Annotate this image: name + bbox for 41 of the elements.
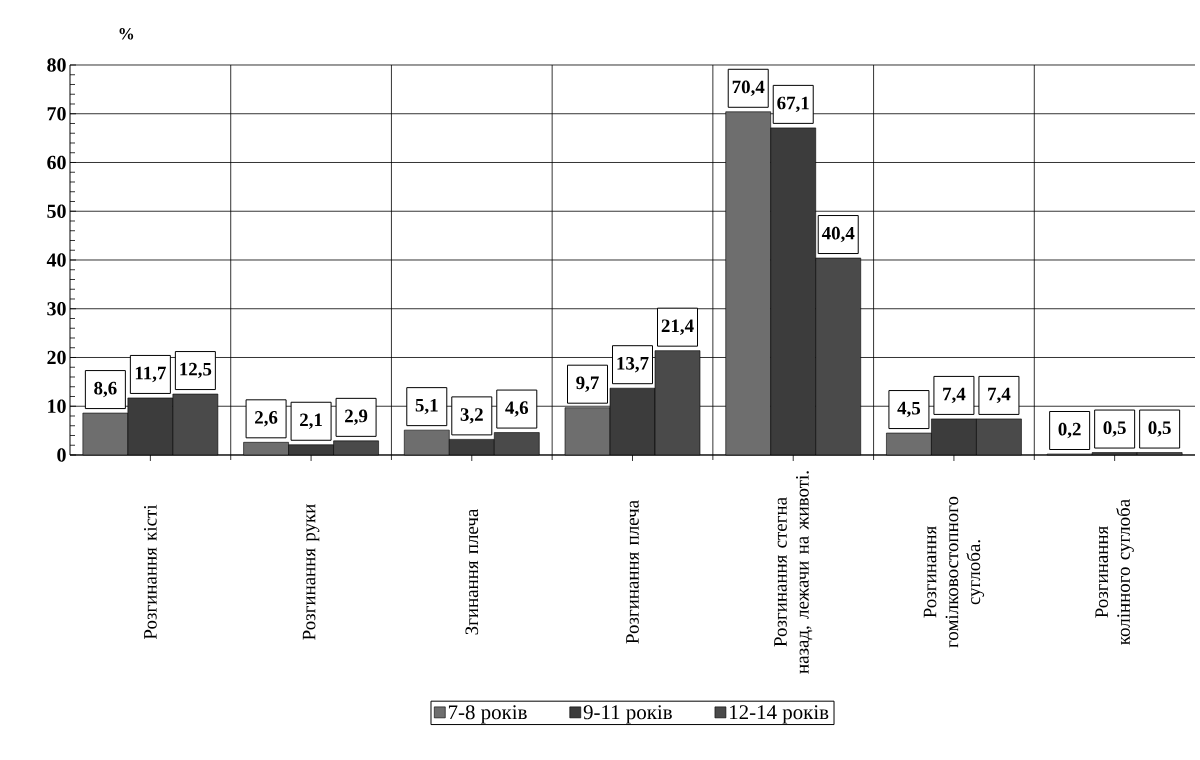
data-label: 7,4 — [943, 387, 966, 404]
x-tick-label: Розгинання кісті — [144, 504, 157, 639]
y-tick-label: 0 — [57, 448, 66, 462]
data-label: 5,1 — [415, 398, 438, 415]
data-label: 3,2 — [460, 408, 483, 424]
legend-label: 9-11 років — [583, 705, 672, 724]
data-label: 2,1 — [300, 413, 322, 429]
y-tick-label: 80 — [47, 58, 66, 72]
data-label: 8,6 — [94, 381, 117, 398]
data-label: 0,5 — [1148, 421, 1171, 437]
y-tick-label: 30 — [47, 302, 66, 316]
legend-label: 7-8 років — [448, 705, 527, 724]
data-label: 21,4 — [661, 319, 694, 335]
data-label: 9,7 — [576, 376, 599, 392]
x-tick-label: Розгинання стегна назад, лежачи на животі. — [774, 471, 813, 674]
data-label: 4,6 — [505, 401, 529, 417]
x-tick-label: Розгинання колінного суглоба — [1095, 499, 1134, 645]
data-label: 2,6 — [255, 411, 278, 427]
data-label: 4,5 — [897, 401, 921, 418]
data-label: 11,7 — [135, 366, 166, 383]
y-tick-label: 70 — [47, 107, 66, 121]
data-label: 7,4 — [988, 387, 1011, 404]
x-tick-label: Розгинання плеча — [626, 500, 639, 644]
y-tick-label: 50 — [47, 204, 66, 218]
y-tick-label: 10 — [48, 399, 66, 413]
data-label: 67,1 — [777, 96, 809, 113]
data-label: 0,5 — [1103, 421, 1126, 437]
y-tick-label: 60 — [47, 155, 66, 170]
data-label: 70,4 — [732, 80, 765, 97]
data-label: 0,2 — [1058, 422, 1081, 439]
y-axis-title: % — [119, 28, 134, 40]
legend-label: 12-14 років — [730, 705, 829, 724]
data-label: 12,5 — [180, 362, 212, 379]
y-tick-label: 40 — [46, 253, 66, 267]
x-tick-label: Розгинання гомілковостопного суглоба. — [923, 496, 985, 648]
data-label: 2,9 — [345, 409, 368, 426]
x-tick-label: Згинання плеча — [465, 508, 479, 635]
y-tick-label: 20 — [47, 350, 66, 365]
data-label: 13,7 — [617, 356, 649, 373]
x-tick-label: Розгинання руки — [302, 504, 320, 640]
data-label: 40,4 — [821, 226, 855, 243]
